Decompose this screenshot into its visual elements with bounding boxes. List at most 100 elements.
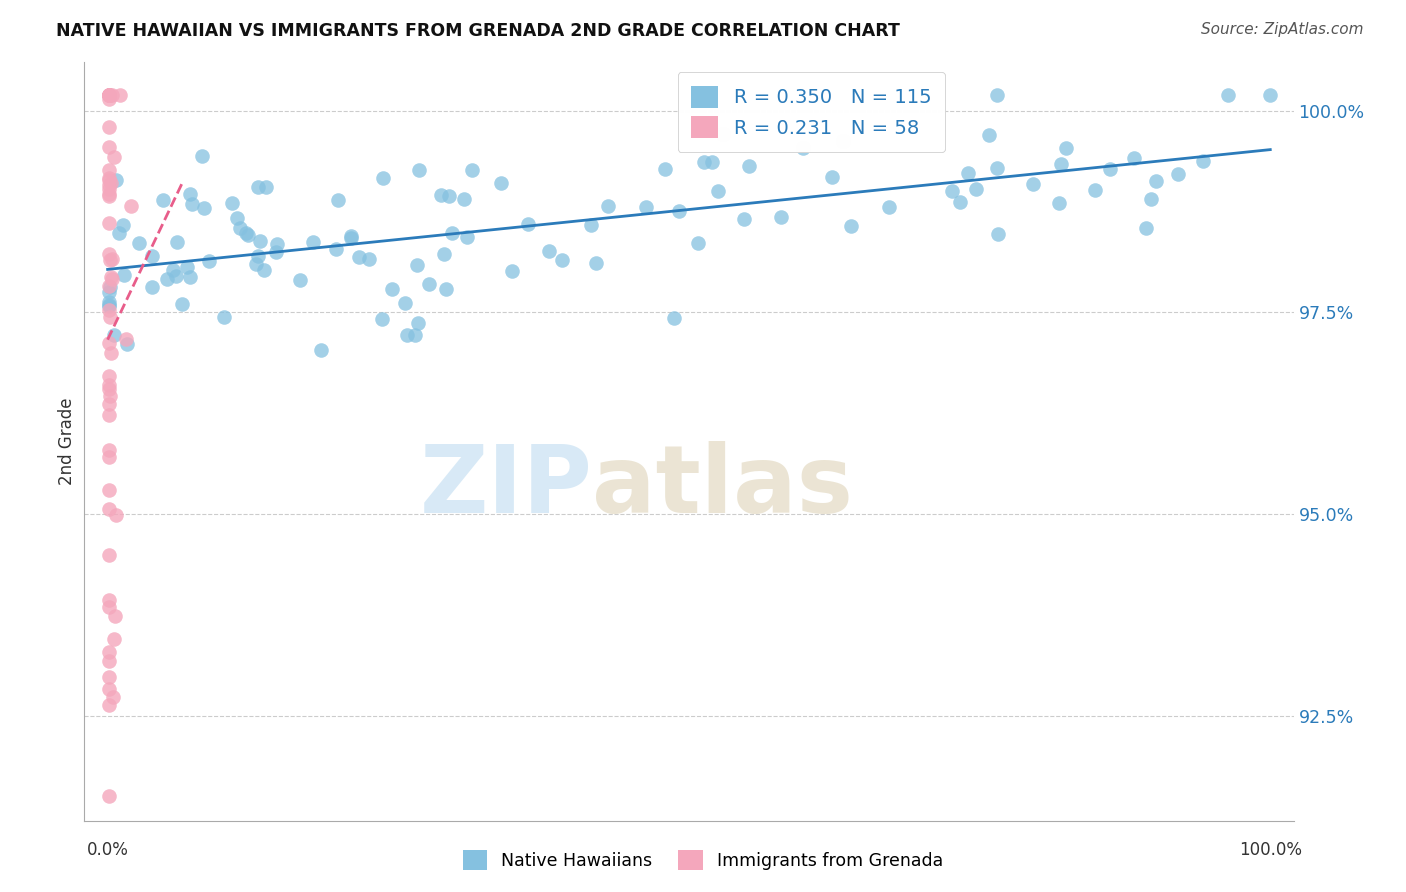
Point xyxy=(359,252,381,267)
Point xyxy=(1098,162,1121,177)
Point xyxy=(97,87,120,102)
Point xyxy=(693,155,716,169)
Point xyxy=(104,608,127,623)
Point xyxy=(97,92,120,106)
Point xyxy=(100,280,122,294)
Point xyxy=(1084,183,1107,197)
Point xyxy=(108,226,131,240)
Point xyxy=(141,280,163,294)
Point xyxy=(986,87,1008,102)
Point xyxy=(98,336,121,351)
Point xyxy=(264,244,287,259)
Point xyxy=(141,249,163,263)
Point xyxy=(1022,177,1045,191)
Point xyxy=(100,176,122,190)
Point xyxy=(221,196,243,211)
Point xyxy=(418,277,440,291)
Point xyxy=(97,87,120,102)
Text: Source: ZipAtlas.com: Source: ZipAtlas.com xyxy=(1201,22,1364,37)
Point xyxy=(877,200,900,214)
Point xyxy=(371,170,394,185)
Point xyxy=(229,221,252,235)
Point xyxy=(501,264,523,278)
Point xyxy=(396,328,419,343)
Point xyxy=(711,127,734,141)
Point xyxy=(686,236,709,251)
Point xyxy=(98,298,121,312)
Point xyxy=(172,297,194,311)
Point xyxy=(97,162,120,177)
Legend: R = 0.350   N = 115, R = 0.231   N = 58: R = 0.350 N = 115, R = 0.231 N = 58 xyxy=(678,72,945,152)
Point xyxy=(98,369,121,384)
Point xyxy=(302,235,325,249)
Point xyxy=(97,442,120,457)
Point xyxy=(97,377,120,392)
Point xyxy=(98,450,121,465)
Point xyxy=(97,172,120,186)
Point xyxy=(97,397,120,411)
Point xyxy=(1049,157,1071,171)
Point xyxy=(956,166,979,180)
Point xyxy=(246,249,269,263)
Text: atlas: atlas xyxy=(592,441,853,533)
Point xyxy=(405,259,427,273)
Point xyxy=(97,789,120,804)
Point xyxy=(668,204,690,219)
Point xyxy=(538,244,561,258)
Point xyxy=(97,140,120,154)
Point xyxy=(340,230,363,244)
Point xyxy=(105,508,128,523)
Point xyxy=(706,184,728,198)
Point xyxy=(197,254,219,268)
Point xyxy=(97,186,120,201)
Point xyxy=(162,263,184,277)
Point xyxy=(770,211,793,225)
Text: NATIVE HAWAIIAN VS IMMIGRANTS FROM GRENADA 2ND GRADE CORRELATION CHART: NATIVE HAWAIIAN VS IMMIGRANTS FROM GRENA… xyxy=(56,22,900,40)
Point xyxy=(408,163,430,178)
Point xyxy=(97,654,120,668)
Point xyxy=(986,161,1008,175)
Point xyxy=(128,235,150,250)
Point xyxy=(214,310,236,325)
Point xyxy=(309,343,332,357)
Point xyxy=(987,227,1010,241)
Point xyxy=(191,149,214,163)
Point xyxy=(97,247,120,261)
Point xyxy=(965,182,987,196)
Point xyxy=(439,189,461,203)
Point xyxy=(733,211,755,226)
Point xyxy=(101,87,124,102)
Point xyxy=(97,87,120,102)
Point xyxy=(179,187,201,202)
Legend: Native Hawaiians, Immigrants from Grenada: Native Hawaiians, Immigrants from Grenad… xyxy=(454,841,952,879)
Point xyxy=(103,632,125,647)
Point xyxy=(949,194,972,209)
Point xyxy=(1216,87,1239,102)
Point xyxy=(700,155,723,169)
Point xyxy=(254,180,277,194)
Point xyxy=(979,128,1001,143)
Point xyxy=(97,285,120,300)
Point xyxy=(430,187,453,202)
Point xyxy=(1140,193,1163,207)
Point xyxy=(328,193,350,207)
Point xyxy=(98,310,121,324)
Point xyxy=(579,218,602,232)
Point xyxy=(1123,152,1146,166)
Point xyxy=(101,272,124,286)
Point xyxy=(941,184,963,198)
Text: 100.0%: 100.0% xyxy=(1239,841,1302,859)
Point xyxy=(662,311,685,326)
Point xyxy=(453,193,475,207)
Point xyxy=(111,218,134,232)
Point xyxy=(165,269,187,284)
Point xyxy=(110,87,132,102)
Point xyxy=(97,178,120,192)
Point xyxy=(97,120,120,134)
Point xyxy=(290,273,312,287)
Point xyxy=(103,328,125,343)
Point xyxy=(100,252,122,267)
Point xyxy=(235,226,257,240)
Point xyxy=(1047,195,1070,210)
Point xyxy=(101,252,124,267)
